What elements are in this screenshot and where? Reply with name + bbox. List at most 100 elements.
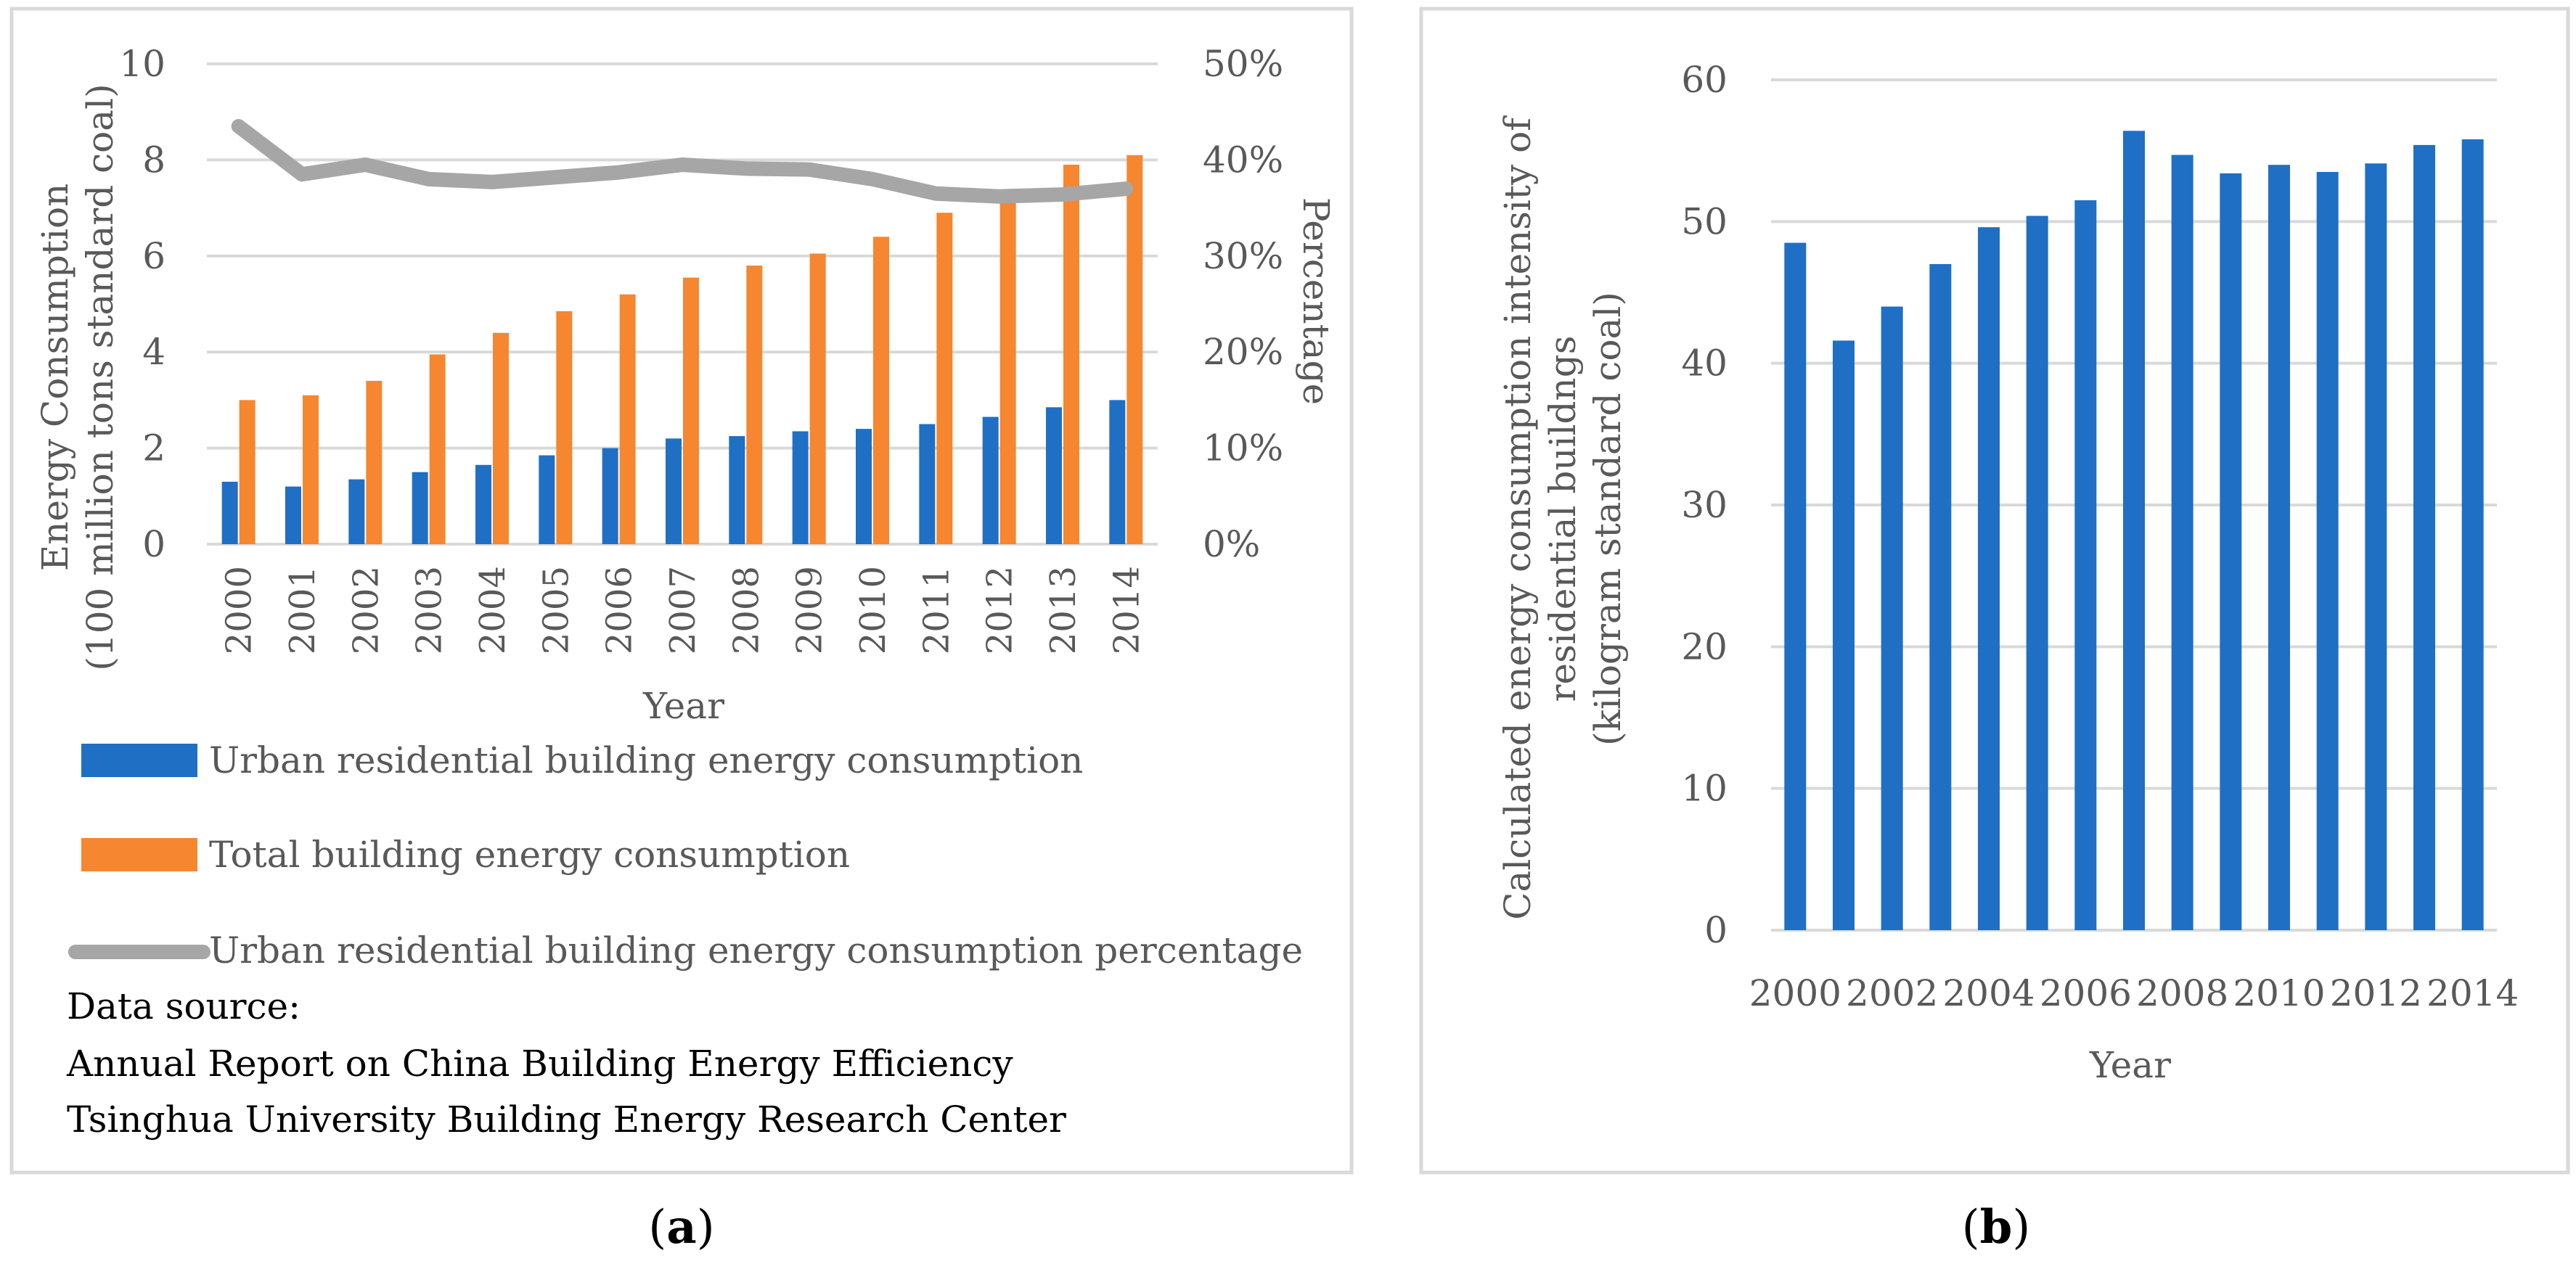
panel-b-y-label-line2: residential buildngs bbox=[1542, 336, 1584, 702]
panel-b-y-label-line3: (kilogram standard coal) bbox=[1587, 292, 1629, 746]
panel-a-y2-label: Percentage bbox=[1295, 197, 1337, 405]
point-percentage-2006 bbox=[618, 171, 620, 173]
x-tick-a-2000: 2000 bbox=[219, 566, 260, 654]
panel-b-bars bbox=[1784, 131, 2484, 931]
x-tick-a-2006: 2006 bbox=[600, 566, 640, 654]
y-tick-b-60: 60 bbox=[1681, 59, 1727, 101]
bar-intensity-2010 bbox=[2268, 165, 2290, 931]
bar-intensity-2006 bbox=[2074, 200, 2097, 930]
bar-urban-2007 bbox=[666, 438, 682, 544]
bar-intensity-2012 bbox=[2365, 163, 2387, 930]
panel-b-x-ticks: 2000 2002 2004 2006 2008 2010 2012 2014 bbox=[1749, 972, 2519, 1014]
panel-a-y2-ticks: 0% 10% 20% 30% 40% 50% bbox=[1203, 43, 1283, 565]
bar-intensity-2007 bbox=[2123, 131, 2145, 930]
bar-urban-2001 bbox=[285, 486, 301, 544]
bar-intensity-2013 bbox=[2413, 144, 2435, 931]
bar-urban-2012 bbox=[982, 416, 999, 544]
bar-urban-2009 bbox=[792, 431, 809, 544]
x-tick-a-2007: 2007 bbox=[663, 566, 703, 654]
source-line2: Tsinghua University Building Energy Rese… bbox=[67, 1098, 1066, 1141]
bar-urban-2010 bbox=[856, 429, 872, 544]
bar-intensity-2011 bbox=[2316, 171, 2339, 930]
point-percentage-2005 bbox=[555, 176, 557, 178]
point-percentage-2009 bbox=[808, 168, 810, 171]
bar-urban-2008 bbox=[729, 436, 745, 544]
bar-total-2009 bbox=[809, 253, 826, 544]
bar-urban-2000 bbox=[221, 481, 238, 544]
point-percentage-2002 bbox=[364, 164, 367, 166]
x-tick-a-2010: 2010 bbox=[853, 566, 894, 654]
panel-b-y-ticks: 0 10 20 30 40 50 60 bbox=[1681, 59, 1727, 951]
panel-a-x-label: Year bbox=[642, 685, 724, 727]
panel-b-caption: (b) bbox=[1962, 1200, 2031, 1254]
point-percentage-2008 bbox=[745, 168, 747, 170]
bar-total-2010 bbox=[873, 237, 889, 544]
panel-a-y-label-line2: (100 million tons standard coal) bbox=[79, 83, 121, 670]
panel-a-caption: (a) bbox=[648, 1200, 714, 1254]
y2-tick-a-0pct: 0% bbox=[1203, 523, 1260, 565]
panel-a-bars bbox=[221, 155, 1143, 544]
point-percentage-2012 bbox=[998, 195, 1000, 197]
bar-intensity-2000 bbox=[1784, 242, 1807, 931]
x-tick-b-2004: 2004 bbox=[1942, 972, 2035, 1014]
legend-label-percentage: Urban residential building energy consum… bbox=[209, 929, 1303, 972]
y-tick-a-8: 8 bbox=[142, 139, 165, 181]
bar-total-2002 bbox=[366, 380, 383, 544]
point-percentage-2003 bbox=[428, 178, 430, 180]
bar-urban-2014 bbox=[1109, 400, 1126, 544]
x-tick-a-2004: 2004 bbox=[473, 566, 513, 654]
point-percentage-2004 bbox=[491, 181, 493, 183]
panel-a-y-label-line1: Energy Consumption bbox=[34, 184, 76, 572]
x-tick-a-2002: 2002 bbox=[345, 566, 386, 654]
bar-intensity-2014 bbox=[2461, 139, 2484, 930]
y-tick-b-0: 0 bbox=[1704, 909, 1727, 951]
panel-b-y-label-line1: Calculated energy consumption intensity … bbox=[1497, 115, 1539, 920]
source-line1: Annual Report on China Building Energy E… bbox=[66, 1043, 1013, 1085]
x-tick-b-2008: 2008 bbox=[2136, 972, 2228, 1014]
bar-total-2007 bbox=[683, 277, 699, 544]
bar-total-2012 bbox=[999, 193, 1016, 544]
y2-tick-a-20pct: 20% bbox=[1203, 331, 1283, 373]
bar-total-2013 bbox=[1063, 165, 1079, 544]
bar-intensity-2005 bbox=[2026, 215, 2048, 930]
bar-total-2005 bbox=[556, 311, 573, 544]
bar-total-2004 bbox=[493, 332, 509, 544]
x-tick-a-2008: 2008 bbox=[726, 566, 766, 654]
bar-total-2003 bbox=[429, 354, 446, 544]
point-percentage-2007 bbox=[682, 164, 683, 166]
bar-intensity-2003 bbox=[1929, 263, 1952, 930]
bar-total-2000 bbox=[239, 400, 255, 544]
x-tick-b-2010: 2010 bbox=[2233, 972, 2325, 1014]
legend-swatch-urban bbox=[81, 744, 197, 777]
x-tick-b-2012: 2012 bbox=[2330, 972, 2422, 1014]
x-tick-a-2003: 2003 bbox=[409, 566, 450, 654]
y-tick-b-20: 20 bbox=[1681, 625, 1727, 668]
y-tick-b-40: 40 bbox=[1681, 342, 1727, 385]
y-tick-a-0: 0 bbox=[142, 523, 165, 565]
panel-a-y-ticks: 0 2 4 6 8 10 bbox=[119, 43, 165, 565]
legend-swatch-total bbox=[81, 838, 197, 871]
y-tick-a-6: 6 bbox=[142, 235, 165, 277]
point-percentage-2014 bbox=[1125, 188, 1127, 190]
bar-total-2014 bbox=[1127, 155, 1143, 544]
bar-urban-2002 bbox=[348, 479, 365, 544]
panel-a-line bbox=[231, 119, 1134, 204]
x-tick-a-2001: 2001 bbox=[282, 566, 323, 654]
bar-intensity-2008 bbox=[2171, 155, 2193, 931]
y-tick-a-4: 4 bbox=[142, 331, 165, 373]
source-heading: Data source: bbox=[67, 985, 300, 1027]
panel-b-x-label: Year bbox=[2089, 1044, 2171, 1086]
y-tick-a-2: 2 bbox=[142, 427, 165, 469]
y2-tick-a-40pct: 40% bbox=[1203, 139, 1283, 181]
bar-urban-2003 bbox=[412, 472, 428, 544]
bar-urban-2004 bbox=[475, 464, 491, 544]
x-tick-b-2014: 2014 bbox=[2426, 972, 2519, 1014]
x-tick-a-2009: 2009 bbox=[790, 566, 830, 654]
bar-intensity-2001 bbox=[1833, 340, 1855, 930]
point-percentage-2011 bbox=[935, 192, 937, 194]
x-tick-a-2005: 2005 bbox=[536, 566, 576, 654]
x-tick-a-2014: 2014 bbox=[1106, 566, 1147, 654]
x-tick-a-2012: 2012 bbox=[980, 566, 1021, 654]
point-percentage-2010 bbox=[872, 178, 873, 180]
